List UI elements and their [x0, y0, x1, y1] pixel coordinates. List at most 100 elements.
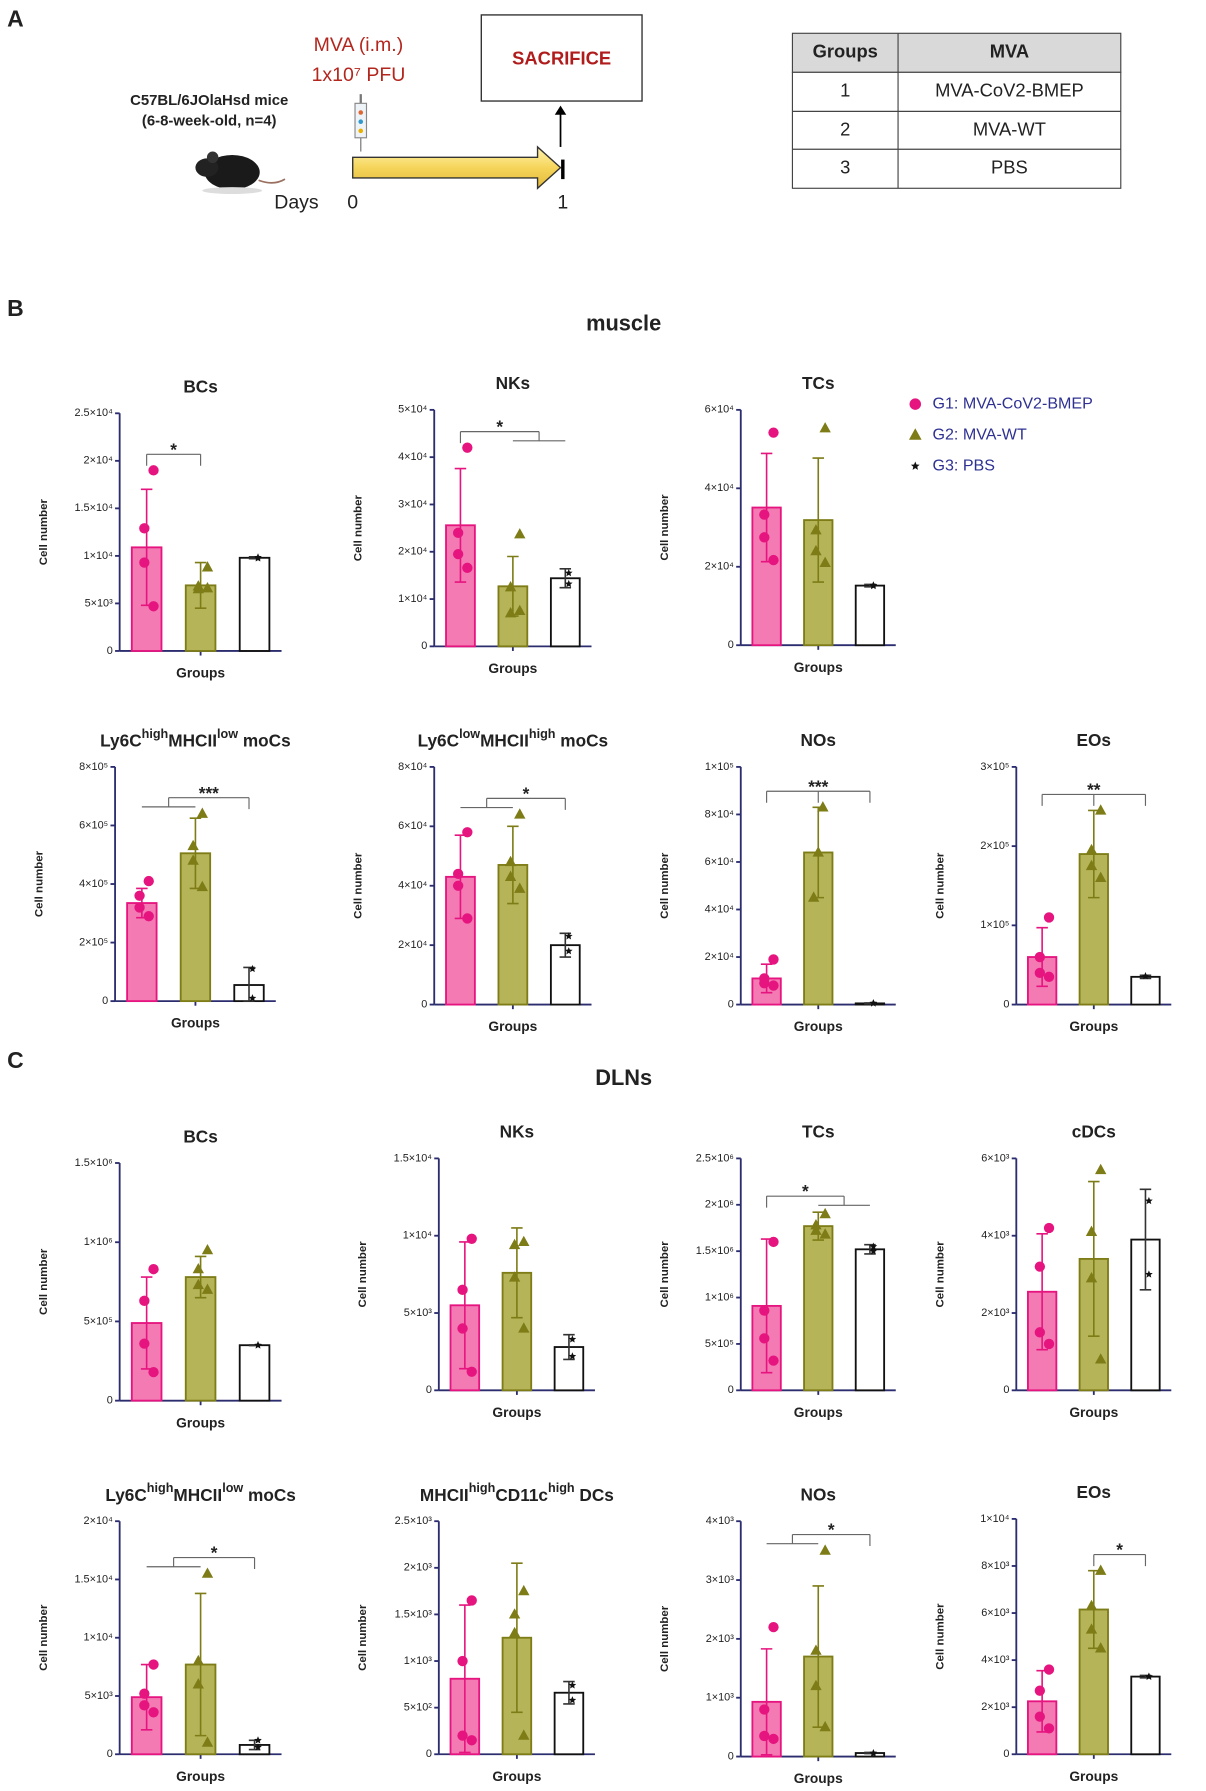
x-axis-label: Groups [1069, 1405, 1118, 1420]
data-point [564, 569, 573, 577]
data-point [819, 1544, 831, 1555]
data-point [819, 422, 831, 433]
data-point [768, 554, 779, 566]
data-point [457, 1323, 468, 1334]
data-point [139, 1295, 150, 1307]
data-point [187, 854, 199, 865]
y-tick-label: 2×10³ [706, 1633, 735, 1645]
chart-title: TCs [802, 373, 835, 393]
data-point [457, 1730, 468, 1741]
y-tick-label: 8×10⁵ [79, 761, 108, 773]
data-point [196, 807, 209, 818]
bar [854, 584, 886, 647]
data-point [518, 1729, 530, 1740]
data-point [452, 527, 464, 539]
y-tick-label: 2.5×10⁶ [696, 1152, 734, 1164]
y-tick-label: 2×10⁴ [84, 455, 114, 467]
y-tick-label: 2×10⁵ [79, 936, 108, 948]
data-point [810, 1219, 822, 1230]
y-tick-label: 0 [107, 645, 113, 657]
bar [238, 1344, 271, 1402]
data-point [134, 890, 145, 901]
chart-title: MHCIIhighCD11chigh DCs [420, 1481, 614, 1504]
significance-label: * [828, 1520, 835, 1540]
y-tick-label: 5×10³ [85, 597, 114, 609]
y-tick-label: 1×10⁴ [84, 1632, 114, 1644]
significance-label: * [496, 417, 503, 437]
data-point [564, 579, 573, 588]
chart-title: TCs [802, 1122, 835, 1142]
y-tick-label: 4×10⁴ [705, 903, 735, 915]
title-part: moCs [243, 1484, 296, 1504]
y-tick-label: 0 [426, 1748, 432, 1760]
data-point [564, 932, 573, 940]
title-part: high [529, 727, 556, 741]
bar [238, 556, 271, 652]
x-axis-label: Groups [1069, 1769, 1118, 1784]
data-point [134, 902, 145, 913]
mice-strain: C57BL/6JOlaHsd mice [130, 92, 288, 109]
title-part: MHCII [480, 730, 529, 750]
data-point [143, 911, 154, 922]
data-point [187, 839, 199, 851]
data-point [254, 1341, 262, 1349]
legend-label: G1: MVA-CoV2-BMEP [932, 394, 1092, 412]
x-axis-label: Groups [794, 1405, 843, 1420]
error-bar [812, 457, 825, 583]
data-point [514, 808, 526, 819]
significance-bracket [460, 797, 566, 810]
data-point [504, 855, 517, 867]
y-axis-label: Cell number [935, 1603, 947, 1670]
data-point [508, 1626, 521, 1638]
y-axis-label: Cell number [357, 1241, 369, 1308]
table-cell: MVA-WT [973, 119, 1046, 140]
data-point [514, 604, 526, 616]
panel-label: B [7, 295, 24, 321]
data-point [196, 880, 209, 892]
y-tick-label: 0 [102, 995, 108, 1007]
data-point [143, 875, 154, 887]
error-bar [194, 1255, 207, 1299]
error-bar [563, 1680, 575, 1705]
data-point [462, 827, 473, 838]
y-tick-label: 2×10⁶ [705, 1199, 734, 1211]
groups-table: Groups MVA 1 MVA-CoV2-BMEP 2 MVA-WT 3 PB… [791, 32, 1122, 189]
data-point [201, 561, 214, 572]
data-point [812, 846, 824, 857]
data-point [457, 1655, 468, 1667]
error-bar [454, 467, 467, 583]
data-point [1085, 1225, 1098, 1236]
data-point [759, 532, 770, 543]
significance-label: * [211, 1543, 218, 1563]
data-point [1034, 1711, 1046, 1722]
data-point [1034, 967, 1046, 979]
data-point [518, 1322, 530, 1333]
y-tick-label: 0 [1003, 1384, 1009, 1396]
data-point [508, 1271, 521, 1282]
data-point [1043, 1338, 1055, 1350]
data-point [1043, 1723, 1055, 1734]
data-point [466, 1366, 477, 1377]
data-point [810, 1644, 822, 1655]
data-point [148, 465, 159, 476]
data-point [807, 891, 820, 902]
sacrifice-arrowhead [554, 105, 567, 115]
data-point [518, 1235, 530, 1247]
dose-route: MVA (i.m.) [314, 34, 404, 56]
y-tick-label: 2×10³ [981, 1307, 1010, 1319]
title-part: moCs [238, 730, 291, 750]
x-axis-label: Groups [492, 1769, 541, 1784]
data-point [466, 1735, 477, 1746]
significance-bracket [766, 790, 871, 803]
bar [1130, 1675, 1161, 1756]
data-point [139, 557, 150, 568]
x-axis-label: Groups [176, 666, 225, 681]
y-tick-label: 6×10³ [981, 1607, 1010, 1619]
table-cell: MVA-CoV2-BMEP [935, 80, 1084, 101]
data-point [819, 1207, 831, 1219]
y-axis-label: Cell number [352, 494, 364, 561]
data-point [254, 1743, 262, 1751]
data-point [568, 1352, 577, 1360]
y-tick-label: 0 [728, 998, 734, 1010]
